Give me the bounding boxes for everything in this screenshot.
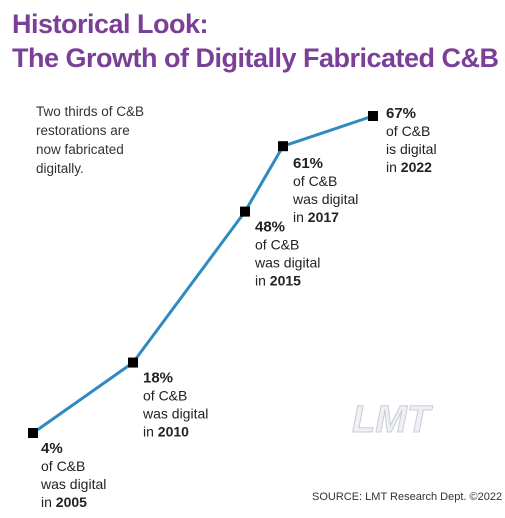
data-label-year-line: in 2010 xyxy=(143,424,189,440)
data-label-year: 2015 xyxy=(270,273,301,289)
chart-title-line-2: The Growth of Digitally Fabricated C&B xyxy=(12,43,499,73)
data-label-text: of C&B xyxy=(143,388,187,404)
data-point-marker-2017 xyxy=(278,141,288,152)
data-point-marker-2022 xyxy=(368,111,378,121)
note-line-1: Two thirds of C&B xyxy=(36,104,145,119)
data-point-marker-2005 xyxy=(28,428,38,438)
data-label-year: 2017 xyxy=(308,209,339,225)
data-label-percent: 61% xyxy=(293,155,323,172)
data-label-text: of C&B xyxy=(293,173,337,189)
data-label-text: was digital xyxy=(40,476,106,492)
data-label-text: of C&B xyxy=(386,123,430,139)
data-label-percent: 4% xyxy=(41,440,63,457)
data-label-year-line: in 2022 xyxy=(386,159,432,175)
note-line-3: now fabricated xyxy=(36,142,124,157)
data-label-year-line: in 2015 xyxy=(255,273,301,289)
data-label-percent: 67% xyxy=(386,105,416,122)
data-label-percent: 18% xyxy=(143,370,173,387)
data-label-year-line: in 2005 xyxy=(41,494,87,510)
data-label-percent: 48% xyxy=(255,219,285,236)
data-point-marker-2010 xyxy=(128,357,138,368)
lmt-logo: LMT xyxy=(352,399,433,441)
data-label-year-line: in 2017 xyxy=(293,209,339,225)
data-label-text: of C&B xyxy=(255,237,299,253)
note-line-2: restorations are xyxy=(36,123,130,138)
data-label-text: of C&B xyxy=(41,458,85,474)
data-label-text: is digital xyxy=(386,141,437,157)
chart-title-line-1: Historical Look: xyxy=(12,9,209,39)
data-label-year: 2022 xyxy=(401,159,432,175)
data-label-text: was digital xyxy=(292,191,358,207)
data-label-2015: 48%of C&B was digital in 2015 xyxy=(254,219,320,289)
data-label-2017: 61%of C&B was digital in 2017 xyxy=(292,155,358,225)
data-label-2010: 18%of C&B was digital in 2010 xyxy=(142,370,208,440)
source-note: SOURCE: LMT Research Dept. ©2022 xyxy=(312,491,503,503)
data-point-marker-2015 xyxy=(240,206,250,217)
data-label-year: 2010 xyxy=(158,424,189,440)
data-label-text: was digital xyxy=(254,255,320,271)
note-line-4: digitally. xyxy=(36,161,84,176)
data-label-text: was digital xyxy=(142,406,208,422)
data-label-2022: 67%of C&B is digital in 2022 xyxy=(386,105,437,175)
annotation-note: Two thirds of C&B restorations are now f… xyxy=(36,102,206,178)
data-label-2005: 4%of C&B was digital in 2005 xyxy=(40,440,106,510)
data-label-year: 2005 xyxy=(56,494,87,510)
